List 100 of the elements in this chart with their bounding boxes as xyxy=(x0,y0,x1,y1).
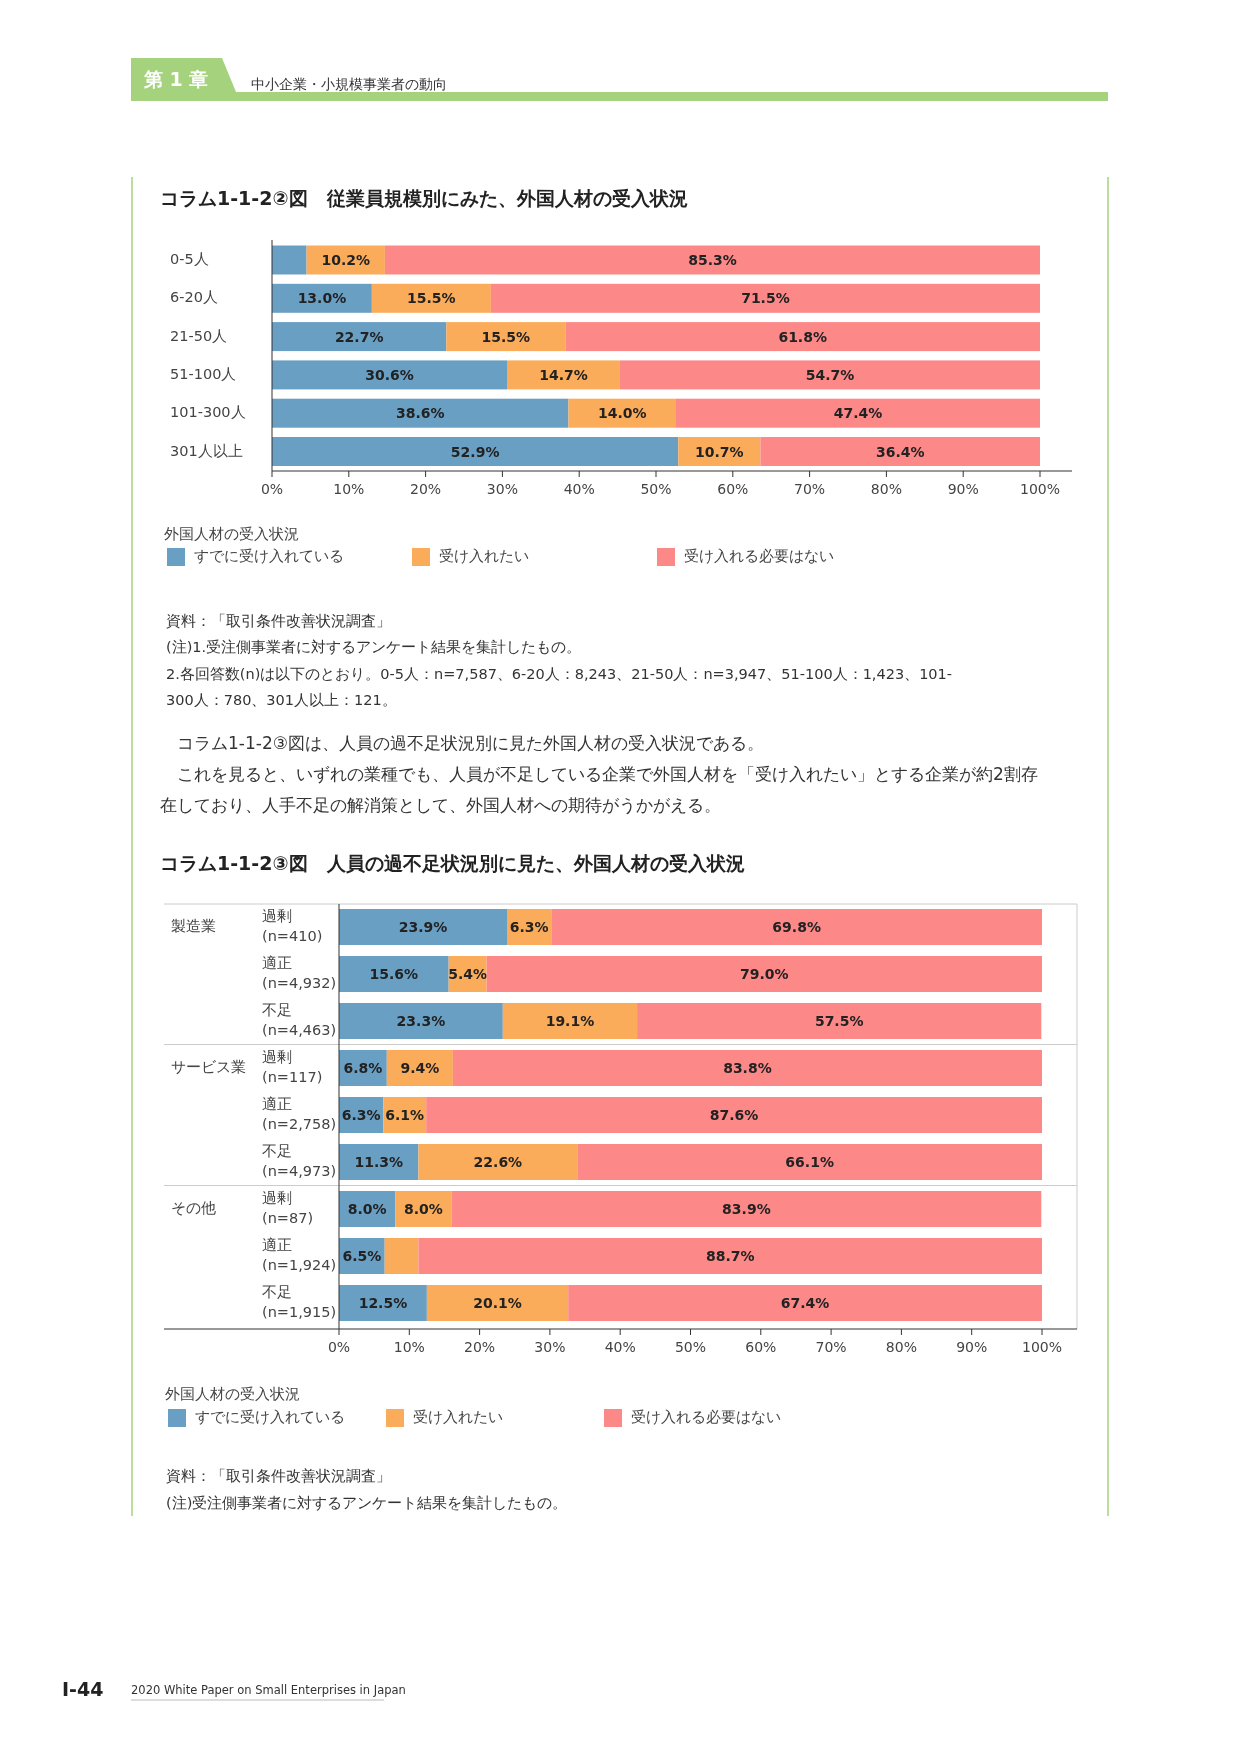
data-label: 38.6% xyxy=(395,405,445,422)
bar xyxy=(371,283,491,313)
x-tick-label: 70% xyxy=(794,481,826,497)
x-tick-label: 20% xyxy=(410,481,442,497)
x-tick-label: 50% xyxy=(640,481,672,497)
text: サービス業 xyxy=(171,1059,246,1075)
data-label: 67.4% xyxy=(780,1295,830,1311)
text: これを見ると、いずれの業種でも、人員が不足している企業で外国人材を「受け入れたい」とする企業が約2割存 xyxy=(160,764,1038,784)
data-label: 9.4% xyxy=(400,1060,440,1076)
x-tick-label: 60% xyxy=(717,481,749,497)
text: (注)受注側事業者に対するアンケート結果を集計したもの。 xyxy=(166,1495,568,1511)
x-tick-label: 10% xyxy=(393,1339,425,1355)
bar xyxy=(418,1144,578,1180)
x-tick-label: 50% xyxy=(674,1339,707,1355)
text: 資料：「取引条件改善状況調査」 xyxy=(166,613,391,629)
x-tick-label: 0% xyxy=(327,1339,351,1355)
bar xyxy=(760,437,1040,466)
y-tick-label: 51-100人 xyxy=(170,365,237,382)
data-label: 47.4% xyxy=(833,405,883,422)
bar xyxy=(507,360,620,390)
bar xyxy=(426,1285,569,1321)
data-label: 6.1% xyxy=(385,1107,425,1123)
data-label: 88.7% xyxy=(705,1248,755,1264)
x-tick-label: 90% xyxy=(947,481,979,497)
data-label: 12.5% xyxy=(358,1295,408,1311)
bar xyxy=(452,1050,1042,1086)
y-tick-label: 適正 (n=1,924) xyxy=(262,1237,337,1273)
text: 資料：「取引条件改善状況調査」 xyxy=(166,1468,391,1484)
text: コラム1-1-2③図は、人員の過不足状況別に見た外国人材の受入状況である。 xyxy=(160,733,764,753)
bar xyxy=(339,909,508,945)
text: 中小企業・小規模事業者の動向 xyxy=(251,76,447,92)
x-tick-label: 60% xyxy=(745,1339,777,1355)
data-label: 69.8% xyxy=(772,919,821,935)
data-label: 22.7% xyxy=(334,328,384,345)
bar xyxy=(577,1144,1042,1180)
bar xyxy=(418,1238,1042,1274)
y-tick-label: 過剰 (n=410) xyxy=(262,908,323,944)
bar xyxy=(619,360,1040,390)
data-label: 83.9% xyxy=(722,1201,771,1217)
legend-label: 受け入れる必要はない xyxy=(631,1409,781,1425)
y-tick-label: 不足 (n=1,915) xyxy=(262,1284,337,1320)
y-tick-label: 不足 (n=4,973) xyxy=(262,1143,337,1179)
x-tick-label: 90% xyxy=(956,1339,988,1355)
y-tick-label: 101-300人 xyxy=(170,404,246,421)
data-label: 15.6% xyxy=(369,966,419,982)
bar xyxy=(272,437,679,466)
bar xyxy=(568,1285,1042,1321)
x-tick-label: 30% xyxy=(534,1339,566,1355)
bar xyxy=(384,1238,419,1274)
data-label: 6.3% xyxy=(509,919,549,935)
data-label: 6.5% xyxy=(342,1248,382,1264)
text: その他 xyxy=(171,1200,216,1216)
bar xyxy=(565,322,1040,352)
x-tick-label: 40% xyxy=(604,1339,636,1355)
x-tick-label: 80% xyxy=(885,1339,917,1355)
data-label: 30.6% xyxy=(365,366,414,383)
data-label: 87.6% xyxy=(709,1107,759,1123)
data-label: 57.5% xyxy=(814,1013,864,1029)
bar xyxy=(502,1003,638,1039)
bar xyxy=(339,1003,503,1039)
legend-title: 外国人材の受入状況 xyxy=(164,526,299,542)
y-tick-label: 過剰 (n=117) xyxy=(262,1049,323,1085)
legend-label: 受け入れたい xyxy=(439,548,529,564)
text: 製造業 xyxy=(171,918,216,934)
data-label: 79.0% xyxy=(740,966,789,982)
data-label: 10.2% xyxy=(321,252,371,268)
bar xyxy=(675,398,1040,428)
data-label: 19.1% xyxy=(545,1013,595,1029)
legend-label: すでに受け入れている xyxy=(195,1409,345,1425)
bar xyxy=(446,322,566,352)
bar xyxy=(272,360,508,390)
text: 在しており、人手不足の解消策として、外国人材への期待がうかがえる。 xyxy=(160,795,721,815)
data-label: 71.5% xyxy=(741,290,790,307)
text: 2020 White Paper on Small Enterprises in Japan xyxy=(131,1682,406,1697)
text: (注)1.受注側事業者に対するアンケート結果を集計したもの。 xyxy=(166,639,582,655)
data-label: 8.0% xyxy=(347,1201,387,1217)
data-label: 14.7% xyxy=(539,366,588,383)
data-label: 61.8% xyxy=(778,328,827,345)
y-tick-label: 6-20人 xyxy=(170,289,218,306)
chart-title: コラム1-1-2②図 従業員規模別にみた、外国人材の受入状況 xyxy=(160,186,688,209)
data-label: 66.1% xyxy=(785,1154,834,1170)
data-label: 6.8% xyxy=(343,1060,383,1076)
x-tick-label: 20% xyxy=(464,1339,496,1355)
bar xyxy=(551,909,1042,945)
bar xyxy=(490,283,1040,313)
x-tick-label: 100% xyxy=(1021,1339,1063,1355)
data-label: 13.0% xyxy=(297,290,347,307)
y-tick-label: 適正 (n=4,932) xyxy=(262,955,337,991)
y-tick-label: 21-50人 xyxy=(170,327,228,344)
text: 2.各回答数(n)は以下のとおり。0-5人：n=7,587、6-20人：8,243、21-50人：n=3,947、51-100人：1,423、101- 300人：780、301人以上：121。 xyxy=(166,666,953,708)
bar xyxy=(272,245,307,275)
bar xyxy=(568,398,676,428)
data-label: 52.9% xyxy=(450,443,500,460)
bar xyxy=(451,1191,1042,1227)
chart-title: コラム1-1-2③図 人員の過不足状況別に見た、外国人材の受入状況 xyxy=(160,851,745,874)
data-label: 85.3% xyxy=(688,252,737,268)
y-tick-label: 過剰 (n=87) xyxy=(262,1190,314,1226)
data-label: 23.3% xyxy=(396,1013,446,1029)
data-label: 11.3% xyxy=(354,1154,404,1170)
data-label: 8.0% xyxy=(403,1201,443,1217)
